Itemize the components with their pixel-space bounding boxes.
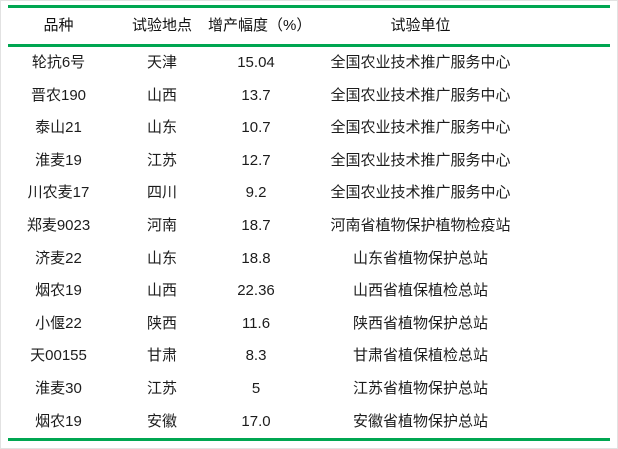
unit-cell: 全国农业技术推广服务中心 — [330, 184, 511, 202]
unit-cell: 全国农业技术推广服务中心 — [330, 86, 511, 104]
location-cell: 山西 — [146, 282, 177, 300]
table-row: 烟农19 山西 22.36 山西省植保植检总站 — [1, 275, 617, 308]
table-bottom-rule — [8, 438, 610, 442]
variety-cell: 川农麦17 — [27, 184, 90, 202]
increase-cell: 5 — [251, 379, 261, 397]
variety-cell: 烟农19 — [35, 282, 82, 300]
location-cell: 陕西 — [146, 314, 177, 332]
unit-cell: 山西省植保植检总站 — [352, 282, 488, 300]
increase-cell: 11.6 — [241, 314, 271, 332]
table-row: 淮麦30 江苏 5 江苏省植物保护总站 — [1, 373, 617, 406]
location-cell: 天津 — [146, 54, 177, 72]
variety-cell: 小偃22 — [35, 314, 82, 332]
table-row: 泰山21 山东 10.7 全国农业技术推广服务中心 — [1, 112, 617, 145]
location-cell: 山东 — [146, 119, 177, 137]
unit-cell: 全国农业技术推广服务中心 — [330, 119, 511, 137]
location-cell: 甘肃 — [146, 347, 177, 365]
table-row: 轮抗6号 天津 15.04 全国农业技术推广服务中心 — [1, 47, 617, 80]
variety-cell: 轮抗6号 — [31, 54, 86, 72]
unit-cell: 山东省植物保护总站 — [352, 249, 488, 267]
increase-cell: 13.7 — [241, 86, 271, 104]
location-cell: 江苏 — [146, 151, 177, 169]
table-header-row: 品种 试验地点 增产幅度（%） 试验单位 — [1, 8, 617, 44]
location-cell: 河南 — [146, 217, 177, 235]
table-row: 晋农190 山西 13.7 全国农业技术推广服务中心 — [1, 80, 617, 113]
table-row: 郑麦9023 河南 18.7 河南省植物保护植物检疫站 — [1, 210, 617, 243]
unit-cell: 陕西省植物保护总站 — [352, 314, 488, 332]
location-cell: 安徽 — [146, 412, 177, 430]
table-row: 川农麦17 四川 9.2 全国农业技术推广服务中心 — [1, 177, 617, 210]
variety-cell: 淮麦30 — [35, 379, 82, 397]
increase-cell: 15.04 — [237, 54, 275, 72]
variety-cell: 泰山21 — [35, 119, 82, 137]
variety-cell: 晋农190 — [30, 86, 87, 104]
header-separator-rule — [8, 44, 610, 47]
unit-cell: 安徽省植物保护总站 — [352, 412, 488, 430]
increase-cell: 17.0 — [241, 412, 271, 430]
variety-cell: 烟农19 — [35, 412, 82, 430]
increase-cell: 9.2 — [245, 184, 267, 202]
table-body: 轮抗6号 天津 15.04 全国农业技术推广服务中心 晋农190 山西 13.7… — [1, 47, 617, 438]
unit-cell: 江苏省植物保护总站 — [352, 379, 488, 397]
unit-cell: 全国农业技术推广服务中心 — [330, 151, 511, 169]
variety-cell: 济麦22 — [35, 249, 82, 267]
location-cell: 山东 — [146, 249, 177, 267]
trial-results-table: 品种 试验地点 增产幅度（%） 试验单位 轮抗6号 天津 15.04 全国农业技… — [1, 5, 617, 442]
location-cell: 江苏 — [146, 379, 177, 397]
increase-cell: 22.36 — [237, 282, 275, 300]
increase-cell: 8.3 — [245, 347, 267, 365]
table-row: 小偃22 陕西 11.6 陕西省植物保护总站 — [1, 308, 617, 341]
variety-cell: 天00155 — [30, 347, 87, 365]
header-increase: 增产幅度（%） — [208, 16, 312, 34]
unit-cell: 全国农业技术推广服务中心 — [330, 54, 511, 72]
location-cell: 四川 — [146, 184, 177, 202]
table-top-rule — [8, 5, 610, 8]
variety-cell: 郑麦9023 — [26, 217, 91, 235]
table-row: 天00155 甘肃 8.3 甘肃省植保植检总站 — [1, 340, 617, 373]
table-row: 烟农19 安徽 17.0 安徽省植物保护总站 — [1, 406, 617, 439]
increase-cell: 18.7 — [241, 217, 271, 235]
header-unit: 试验单位 — [390, 16, 451, 34]
increase-cell: 18.8 — [241, 249, 271, 267]
variety-cell: 淮麦19 — [35, 151, 82, 169]
unit-cell: 河南省植物保护植物检疫站 — [330, 217, 511, 235]
increase-cell: 12.7 — [241, 151, 271, 169]
table-row: 淮麦19 江苏 12.7 全国农业技术推广服务中心 — [1, 145, 617, 178]
location-cell: 山西 — [146, 86, 177, 104]
unit-cell: 甘肃省植保植检总站 — [352, 347, 488, 365]
increase-cell: 10.7 — [241, 119, 271, 137]
table-row: 济麦22 山东 18.8 山东省植物保护总站 — [1, 243, 617, 276]
header-location: 试验地点 — [131, 16, 192, 34]
header-variety: 品种 — [43, 16, 74, 34]
